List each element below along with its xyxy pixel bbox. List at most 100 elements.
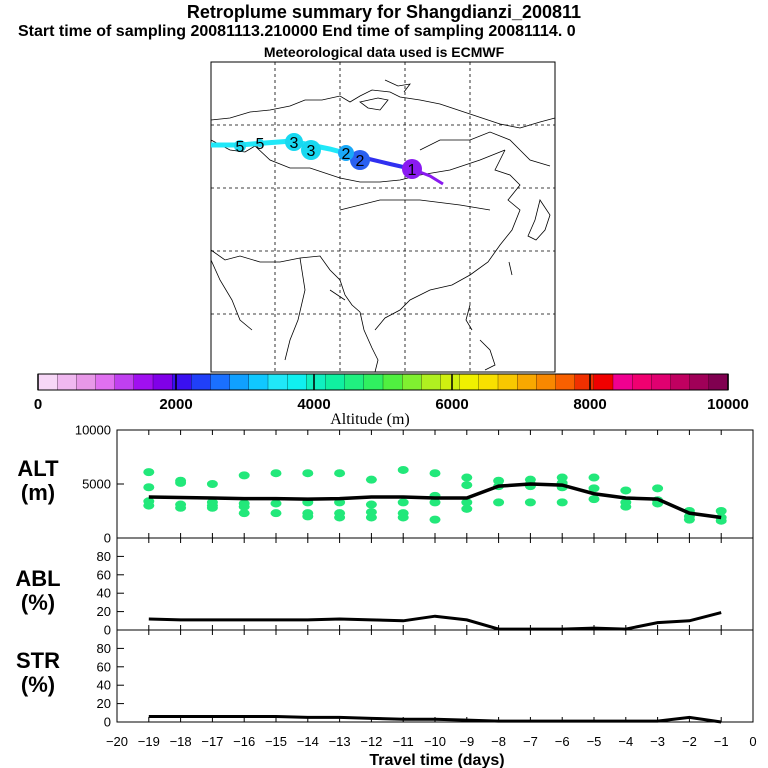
x-tick-label: −9 (459, 734, 474, 749)
alt-scatter-point (461, 473, 473, 482)
y-tick-label: 60 (97, 659, 111, 674)
colorbar-cell (574, 373, 595, 391)
alt-scatter-point (175, 503, 187, 512)
colorbar-tick-label: 10000 (707, 396, 749, 413)
alt-scatter-point (588, 495, 600, 504)
alt-scatter-point (652, 484, 664, 493)
colorbar-tick-label: 0 (34, 396, 42, 413)
trajectory-marker-label: 2 (356, 153, 365, 170)
trajectory-marker (234, 140, 246, 152)
map: 1 22 33 55 (210, 61, 556, 373)
x-tick-label: −10 (424, 734, 446, 749)
colorbar-cell (76, 373, 97, 391)
panel-str-unit: (%) (21, 672, 55, 697)
alt-scatter-point (238, 502, 250, 511)
trajectory-marker (338, 145, 354, 161)
alt-scatter-point (588, 473, 600, 482)
alt-scatter-point (238, 471, 250, 480)
x-tick-label: −11 (393, 734, 414, 749)
colorbar-cell (440, 373, 461, 391)
x-tick-label: −7 (523, 734, 538, 749)
y-tick-label: 20 (97, 696, 111, 711)
alt-scatter-point (429, 515, 441, 524)
colorbar-cell (152, 373, 173, 391)
alt-scatter-point (206, 480, 218, 488)
alt-scatter-point (461, 498, 473, 507)
colorbar-tick-label: 6000 (435, 396, 468, 413)
abl-day-ticks (148, 538, 722, 630)
x-tick-label: −19 (138, 734, 160, 749)
met-data-note: Meteorological data used is ECMWF (263, 44, 505, 60)
alt-scatter-point (620, 502, 632, 511)
x-tick-label: −13 (329, 734, 351, 749)
alt-scatter-point (588, 484, 600, 493)
colorbar-cell (478, 373, 499, 391)
trajectory-marker-label: 5 (236, 139, 245, 156)
trajectory-marker (256, 139, 264, 147)
str-line (148, 714, 722, 724)
colorbar-cell (708, 373, 729, 391)
x-tick-label: −15 (265, 734, 287, 749)
colorbar-cell (689, 373, 710, 391)
colorbar-cells (37, 373, 729, 391)
alt-scatter-point (334, 513, 346, 522)
colorbar-cell (421, 373, 442, 391)
map-frame (210, 61, 556, 373)
alt-scatter-point (397, 498, 409, 507)
colorbar-cell (459, 373, 480, 391)
alt-scatter-point (620, 486, 632, 495)
trajectory-marker-label: 1 (408, 162, 417, 179)
colorbar-cell (632, 373, 652, 391)
colorbar-cell (402, 373, 422, 391)
y-tick-label: 80 (97, 641, 111, 656)
coastlines (210, 79, 556, 373)
x-tick-label: −17 (201, 734, 223, 749)
colorbar-cell (497, 373, 518, 391)
alt-scatter-point (143, 501, 155, 510)
colorbar-cell (363, 373, 384, 391)
x-tick-label: −18 (170, 734, 192, 749)
y-tick-label: 60 (97, 567, 111, 582)
x-tick-label: −6 (555, 734, 570, 749)
colorbar-tick-label: 2000 (159, 396, 192, 413)
trajectory-marker (350, 150, 370, 170)
colorbar-cell (306, 373, 327, 391)
y-tick-label: 80 (97, 549, 111, 564)
panel-str-label: STR (16, 648, 60, 673)
alt-scatter-point (461, 504, 473, 513)
str-yticks: 80 60 40 20 0 (97, 641, 124, 730)
y-tick-label: 0 (104, 715, 111, 730)
alt-scatter-point (270, 509, 282, 518)
x-tick-label: −4 (618, 734, 633, 749)
colorbar-cell (670, 373, 691, 391)
x-tick-label: −1 (714, 734, 729, 749)
x-tick-label: −14 (297, 734, 319, 749)
alt-median-line (148, 482, 722, 520)
y-tick-label: 40 (97, 678, 111, 693)
alt-scatter-point (302, 469, 314, 478)
trajectory-marker-label: 2 (342, 146, 351, 163)
str-day-ticks (148, 630, 722, 722)
colorbar-cell (593, 373, 614, 391)
alt-scatter-point (365, 513, 377, 522)
y-tick-label: 20 (97, 604, 111, 619)
alt-scatter-point (683, 515, 695, 524)
x-tick-label: −3 (650, 734, 665, 749)
trajectory-marker-label: 3 (307, 143, 316, 160)
alt-scatter-point (365, 500, 377, 509)
abl-line (148, 611, 722, 631)
colorbar-cell (191, 373, 212, 391)
colorbar-cell (536, 373, 557, 391)
alt-scatter-point (270, 499, 282, 508)
panel-abl-unit: (%) (21, 590, 55, 615)
alt-scatter-point (365, 475, 377, 484)
colorbar-cell (651, 373, 672, 391)
alt-scatter-point (397, 465, 409, 474)
panel-alt-label: ALT (17, 456, 59, 481)
alt-scatter-point (175, 478, 187, 487)
alt-scatter (143, 465, 727, 525)
colorbar-cell (344, 373, 365, 391)
panel-abl-label: ABL (15, 566, 60, 591)
alt-scatter-point (206, 503, 218, 512)
alt-scatter-point (493, 498, 505, 507)
